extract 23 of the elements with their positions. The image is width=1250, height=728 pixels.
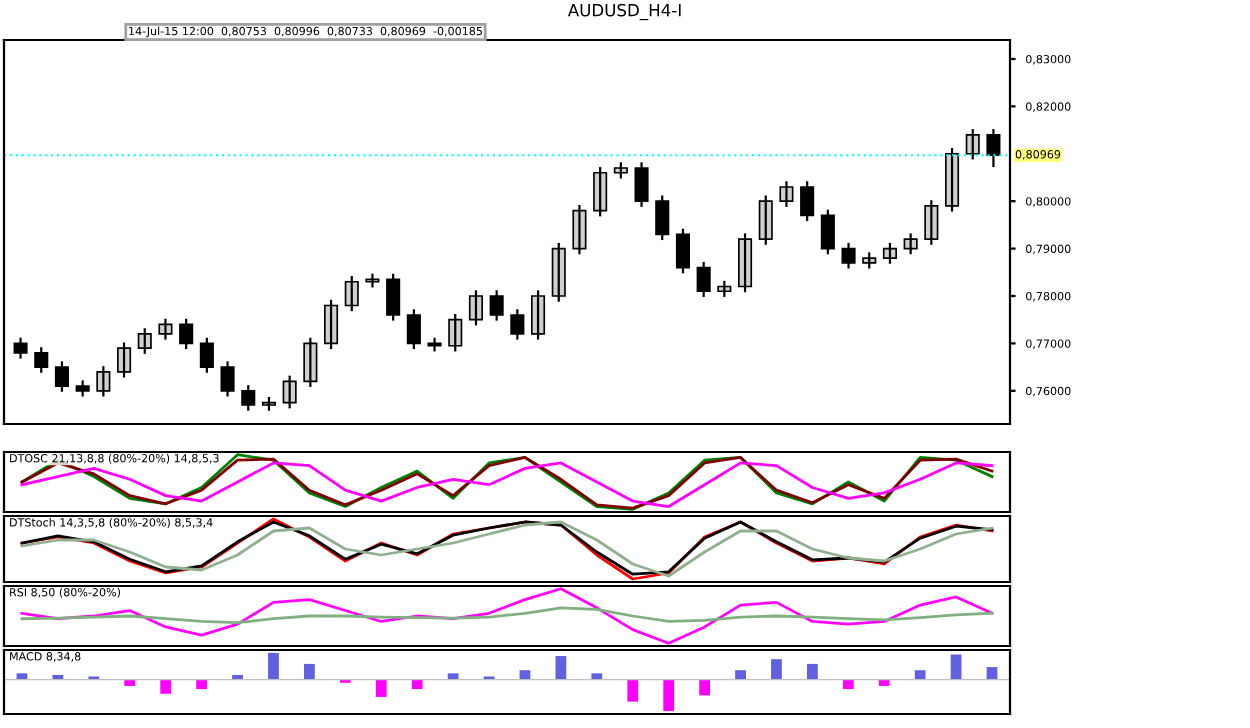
candlestick <box>862 251 877 270</box>
bar <box>627 679 639 702</box>
bar <box>771 659 782 680</box>
bar <box>735 670 746 680</box>
bar <box>914 670 926 680</box>
bar <box>807 663 818 680</box>
bar <box>160 679 172 694</box>
candlestick <box>75 379 90 398</box>
candlestick <box>282 374 297 410</box>
bar <box>268 652 279 680</box>
bar <box>842 679 854 690</box>
bar <box>411 679 423 690</box>
bar <box>699 679 710 696</box>
bar <box>591 673 603 680</box>
bar <box>124 679 136 686</box>
chart-title: AUDUSD_H4-I <box>567 3 681 21</box>
bar <box>950 654 962 680</box>
bar <box>663 679 675 712</box>
bar <box>375 679 387 697</box>
bar <box>304 663 315 680</box>
bar <box>878 679 890 686</box>
bar <box>196 679 207 690</box>
bar <box>555 656 567 680</box>
